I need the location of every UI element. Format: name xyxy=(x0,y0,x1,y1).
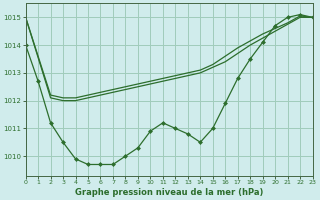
X-axis label: Graphe pression niveau de la mer (hPa): Graphe pression niveau de la mer (hPa) xyxy=(75,188,263,197)
